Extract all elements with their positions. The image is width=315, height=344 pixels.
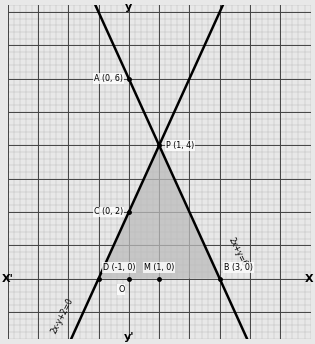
Text: 2x-y+2=0: 2x-y+2=0 <box>49 296 75 335</box>
Text: X': X' <box>2 273 14 283</box>
Text: M (1, 0): M (1, 0) <box>144 263 174 272</box>
Text: B (3, 0): B (3, 0) <box>224 263 253 272</box>
Text: D (-1, 0): D (-1, 0) <box>103 263 135 272</box>
Text: C (0, 2): C (0, 2) <box>94 207 123 216</box>
Text: O: O <box>118 285 125 294</box>
Text: y': y' <box>123 332 134 342</box>
Text: y: y <box>125 2 133 12</box>
Text: X: X <box>305 273 313 283</box>
Text: P (1, 4): P (1, 4) <box>166 141 194 150</box>
Text: 2x+y=6: 2x+y=6 <box>227 236 249 268</box>
Text: A (0, 6): A (0, 6) <box>94 74 123 83</box>
Polygon shape <box>99 146 220 279</box>
